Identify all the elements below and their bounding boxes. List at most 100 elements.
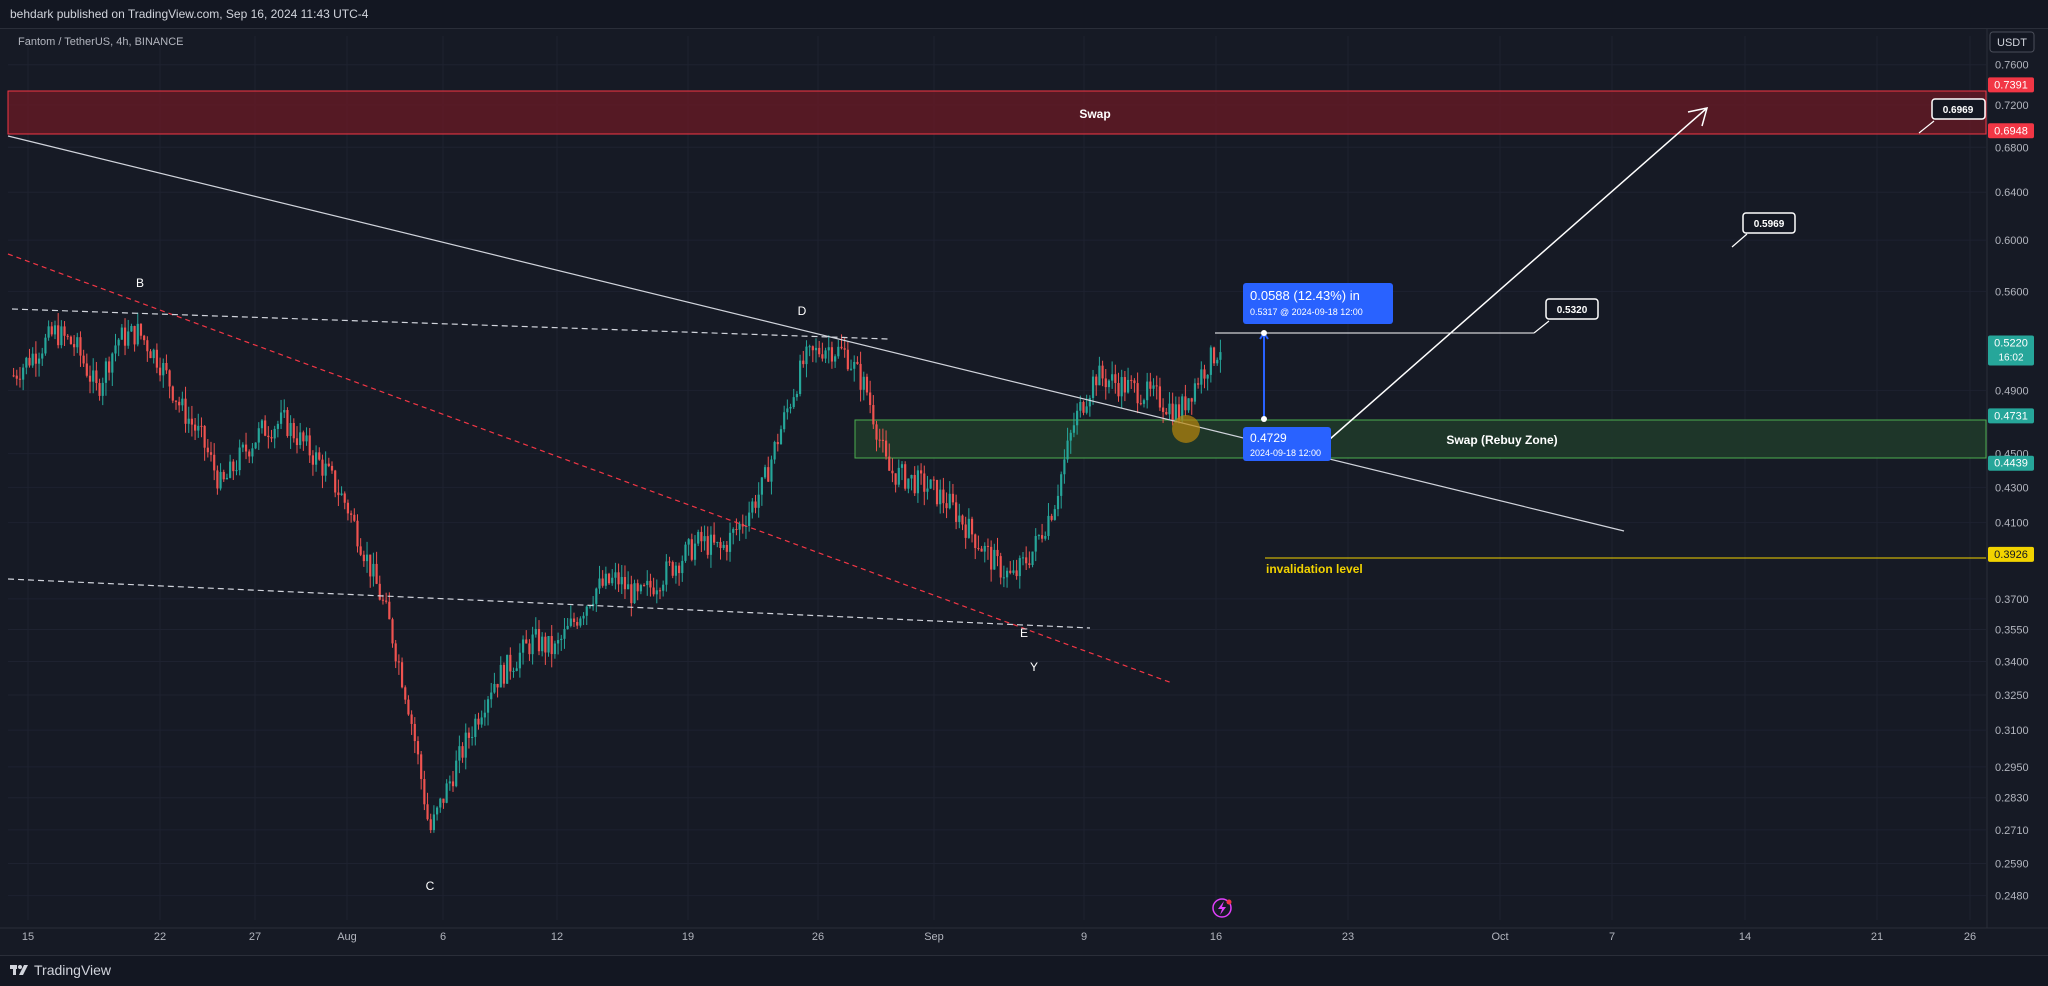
candle-body	[964, 524, 967, 538]
candle-body	[397, 661, 400, 663]
candle-body	[394, 643, 397, 662]
candle-body	[690, 539, 693, 560]
candle-body	[436, 807, 439, 815]
candle-body	[155, 349, 158, 368]
candle-body	[235, 470, 238, 472]
price-tag-03926[interactable]: 0.3926	[1988, 546, 2034, 562]
candle-body	[276, 423, 279, 429]
candle-body	[891, 470, 894, 474]
candle-body	[843, 348, 846, 350]
candle-body	[955, 502, 958, 522]
candle-body	[1212, 347, 1216, 364]
callout-0696[interactable]: 0.6969	[1918, 98, 1986, 134]
candle-body	[108, 361, 111, 373]
measure-top-box[interactable]	[1243, 283, 1393, 324]
price-chart[interactable]: Swap Swap (Rebuy Zone) invalidation leve…	[0, 28, 2048, 955]
candle-body	[910, 474, 913, 479]
y-tick-label: 0.4300	[1995, 482, 2029, 494]
candle-body	[248, 451, 251, 457]
candle-body	[674, 565, 677, 576]
candle-body	[330, 465, 334, 471]
candle-body	[229, 461, 232, 478]
candle-body	[477, 718, 480, 725]
price-tag-text: 0.4731	[1994, 410, 2028, 422]
candle-body	[958, 515, 961, 522]
candle-body	[881, 439, 884, 441]
price-tag-07391[interactable]: 0.7391	[1988, 77, 2034, 93]
callout-0597[interactable]: 0.5969	[1731, 212, 1796, 248]
chart-area[interactable]: Swap Swap (Rebuy Zone) invalidation leve…	[0, 28, 2048, 955]
candle-body	[486, 699, 490, 713]
candle-body	[1041, 535, 1044, 539]
candle-body	[1076, 410, 1079, 426]
measure-bottom-box[interactable]	[1243, 427, 1331, 461]
grid	[8, 36, 1986, 920]
candle-body	[588, 606, 592, 608]
red-dashed-trendline[interactable]	[7, 253, 1173, 684]
candle-body	[970, 518, 974, 535]
price-tag-04731[interactable]: 0.4731	[1988, 408, 2034, 424]
candle-body	[66, 335, 69, 337]
price-tag-06948[interactable]: 0.6948	[1988, 123, 2034, 139]
candle-body	[582, 615, 585, 619]
candle-body	[869, 392, 872, 406]
candle-body	[1187, 398, 1190, 411]
candle-body	[779, 429, 783, 445]
candle-body	[1158, 386, 1161, 408]
candle-body	[28, 357, 31, 366]
candle-body	[365, 554, 369, 562]
candle-body	[521, 639, 525, 653]
candle-body	[544, 636, 547, 653]
candle-body	[961, 515, 964, 525]
wave-label-y: Y	[1030, 660, 1038, 674]
currency-badge[interactable]	[1989, 31, 2035, 53]
price-axis[interactable]: 0.7600 0.7200 0.6800 0.6400 0.6000 0.5600 0.49…	[1986, 28, 2029, 928]
candle-body	[849, 368, 853, 370]
candle-body	[709, 534, 713, 555]
measure-bottom-detail: 2024-09-18 12:00	[1250, 448, 1321, 458]
candle-body	[977, 548, 980, 550]
candle-body	[168, 370, 171, 387]
candle-body	[1069, 432, 1072, 441]
candle-body	[557, 640, 560, 644]
candle-body	[990, 546, 993, 570]
swap-zone[interactable]	[7, 90, 1987, 135]
candle-body	[37, 358, 41, 364]
candle-body	[805, 346, 808, 365]
candle-body	[1098, 365, 1101, 386]
x-tick-label: 23	[1342, 931, 1354, 943]
candle-body	[174, 400, 178, 402]
lightning-icon[interactable]	[1212, 898, 1232, 918]
candle-body	[420, 754, 423, 780]
candle-body	[117, 339, 120, 346]
candle-body	[1082, 401, 1085, 413]
candle-body	[1111, 374, 1114, 381]
time-axis[interactable]: 15 22 27 Aug 6 12 19 26 Sep 9 16 23 Oct 7 14 21 26	[0, 927, 2048, 943]
callout-0532[interactable]: 0.5320	[1533, 298, 1599, 334]
candle-body	[1009, 570, 1012, 573]
descending-trendline[interactable]	[7, 135, 1625, 532]
callout-0597-text: 0.5969	[1754, 219, 1785, 230]
candle-body	[697, 531, 700, 544]
lower-dashed-line[interactable]	[7, 578, 1091, 629]
x-tick-label: 12	[551, 931, 563, 943]
candle-body	[1168, 403, 1171, 415]
candle-body	[114, 345, 117, 354]
candle-body	[98, 383, 101, 396]
candle-body	[671, 562, 674, 576]
candle-body	[63, 326, 66, 336]
tradingview-logo[interactable]: TradingView	[10, 962, 111, 978]
candle-body	[1162, 407, 1165, 412]
projection-arrow[interactable]	[1329, 107, 1708, 440]
candle-body	[579, 618, 582, 626]
candle-body	[649, 580, 652, 588]
upper-dashed-line[interactable]	[11, 308, 889, 340]
candle-body	[356, 520, 359, 547]
candle-body	[1018, 558, 1021, 577]
candle-body	[480, 717, 483, 725]
rebuy-zone[interactable]	[854, 419, 1987, 459]
price-tag-05220[interactable]: 0.5220 16:02	[1988, 335, 2034, 366]
candle-body	[1012, 570, 1015, 573]
candle-body	[34, 353, 37, 364]
price-tag-04439[interactable]: 0.4439	[1988, 455, 2034, 471]
